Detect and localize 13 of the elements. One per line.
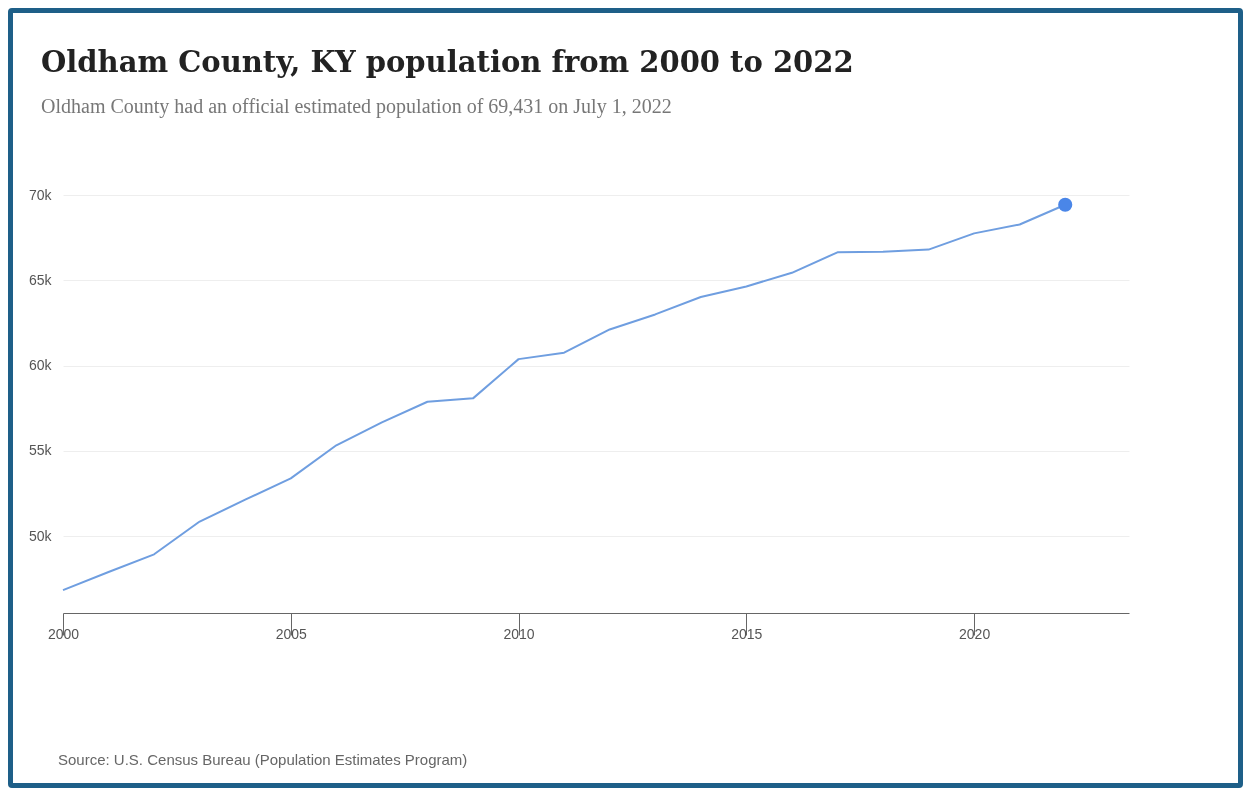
y-tick-label: 55k: [28, 442, 53, 459]
x-tick-label: 2015: [731, 625, 763, 642]
chart-title: Oldham County, KY population from 2000 to 2022: [41, 45, 854, 79]
x-tick-label: 2005: [275, 625, 308, 642]
y-tick-label: 65k: [28, 271, 53, 288]
y-tick-label: 60k: [28, 357, 53, 374]
x-tick-label: 2020: [959, 625, 991, 642]
y-tick-label: 50k: [28, 527, 53, 544]
source-note: Source: U.S. Census Bureau (Population Estimates Program): [58, 751, 468, 768]
chart-subtitle: Oldham County had an official estimated population of 69,431 on July 1, 2022: [41, 95, 672, 118]
x-tick-label: 2000: [47, 625, 80, 642]
x-tick-label: 2010: [503, 625, 535, 642]
y-tick-label: 70k: [28, 186, 53, 203]
